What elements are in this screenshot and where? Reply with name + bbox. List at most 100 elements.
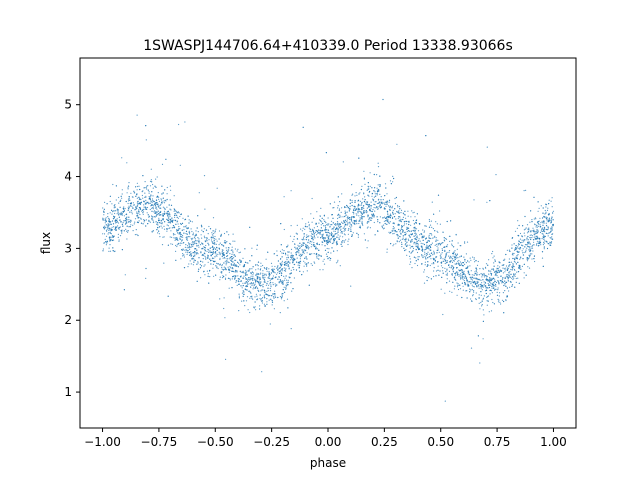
scatter-point bbox=[148, 216, 150, 218]
scatter-point bbox=[337, 261, 339, 263]
scatter-point bbox=[167, 218, 169, 220]
scatter-point bbox=[432, 254, 434, 256]
scatter-point bbox=[550, 241, 553, 243]
scatter-point bbox=[112, 223, 115, 225]
scatter-point bbox=[189, 260, 191, 262]
scatter-point bbox=[339, 235, 341, 237]
scatter-point bbox=[109, 250, 112, 252]
scatter-point bbox=[116, 209, 118, 211]
scatter-point bbox=[322, 269, 324, 271]
scatter-point bbox=[232, 250, 234, 252]
scatter-point bbox=[438, 251, 440, 253]
scatter-point bbox=[427, 240, 429, 242]
scatter-point bbox=[274, 283, 276, 285]
scatter-point bbox=[406, 230, 408, 233]
scatter-point bbox=[112, 183, 114, 186]
scatter-point bbox=[519, 247, 521, 249]
scatter-point bbox=[465, 276, 467, 278]
scatter-point bbox=[485, 279, 487, 281]
scatter-point bbox=[385, 220, 387, 222]
scatter-point bbox=[494, 280, 496, 282]
scatter-point bbox=[446, 272, 448, 274]
scatter-point bbox=[550, 230, 552, 232]
scatter-point bbox=[428, 256, 430, 258]
scatter-point bbox=[273, 308, 275, 310]
scatter-point bbox=[482, 297, 485, 299]
scatter-point bbox=[396, 210, 398, 213]
scatter-point bbox=[301, 245, 303, 247]
scatter-point bbox=[323, 219, 325, 221]
scatter-point bbox=[265, 258, 267, 260]
scatter-point bbox=[221, 252, 223, 254]
scatter-point bbox=[216, 255, 218, 257]
scatter-point bbox=[117, 210, 119, 212]
scatter-point bbox=[249, 297, 251, 299]
scatter-point bbox=[407, 230, 410, 232]
scatter-point bbox=[452, 265, 454, 267]
scatter-point bbox=[312, 233, 314, 235]
scatter-point bbox=[105, 244, 107, 246]
scatter-point bbox=[267, 277, 269, 279]
scatter-point bbox=[517, 244, 520, 246]
scatter-point bbox=[221, 271, 223, 273]
scatter-point bbox=[349, 221, 351, 223]
scatter-point bbox=[480, 294, 482, 296]
scatter-point bbox=[368, 206, 370, 208]
scatter-point bbox=[430, 233, 432, 235]
scatter-point bbox=[310, 263, 312, 265]
scatter-point bbox=[546, 247, 549, 250]
scatter-point bbox=[150, 200, 152, 202]
scatter-point bbox=[258, 283, 260, 285]
scatter-point bbox=[287, 264, 289, 266]
scatter-point bbox=[188, 231, 190, 233]
scatter-point bbox=[498, 283, 500, 285]
scatter-point bbox=[333, 235, 335, 238]
scatter-point bbox=[440, 243, 442, 245]
scatter-point bbox=[377, 166, 380, 168]
scatter-point bbox=[549, 237, 551, 239]
scatter-point bbox=[284, 252, 287, 254]
scatter-point bbox=[203, 175, 206, 177]
scatter-point bbox=[197, 244, 200, 246]
scatter-point bbox=[141, 210, 143, 212]
scatter-point bbox=[208, 239, 210, 241]
scatter-point bbox=[259, 284, 261, 286]
scatter-point bbox=[548, 219, 550, 221]
scatter-point bbox=[533, 241, 535, 243]
scatter-point bbox=[312, 239, 314, 241]
scatter-point bbox=[296, 247, 298, 249]
scatter-point bbox=[377, 221, 379, 223]
scatter-point bbox=[401, 238, 403, 240]
scatter-point bbox=[508, 274, 510, 276]
scatter-point bbox=[260, 299, 262, 301]
scatter-point bbox=[480, 301, 482, 304]
scatter-point bbox=[133, 223, 135, 225]
scatter-point bbox=[130, 205, 132, 207]
scatter-point bbox=[376, 187, 378, 189]
scatter-point bbox=[439, 270, 441, 272]
scatter-point bbox=[166, 186, 168, 189]
scatter-point bbox=[125, 200, 127, 203]
scatter-point bbox=[159, 204, 161, 206]
scatter-point bbox=[252, 275, 254, 277]
scatter-point bbox=[115, 227, 117, 229]
scatter-point bbox=[306, 234, 308, 236]
scatter-point bbox=[379, 193, 381, 195]
scatter-point bbox=[311, 241, 313, 243]
scatter-point bbox=[444, 400, 446, 402]
scatter-point bbox=[102, 217, 104, 219]
scatter-point bbox=[423, 235, 425, 237]
scatter-point bbox=[182, 236, 184, 238]
scatter-point bbox=[238, 293, 240, 295]
scatter-point bbox=[466, 281, 468, 283]
scatter-point bbox=[452, 260, 454, 262]
scatter-point bbox=[182, 234, 184, 237]
scatter-point bbox=[460, 276, 462, 278]
scatter-point bbox=[537, 210, 539, 212]
scatter-point bbox=[342, 216, 344, 218]
scatter-point bbox=[462, 262, 464, 264]
scatter-point bbox=[103, 210, 105, 212]
scatter-point bbox=[201, 243, 203, 245]
scatter-point bbox=[542, 207, 544, 209]
scatter-point bbox=[546, 220, 548, 222]
